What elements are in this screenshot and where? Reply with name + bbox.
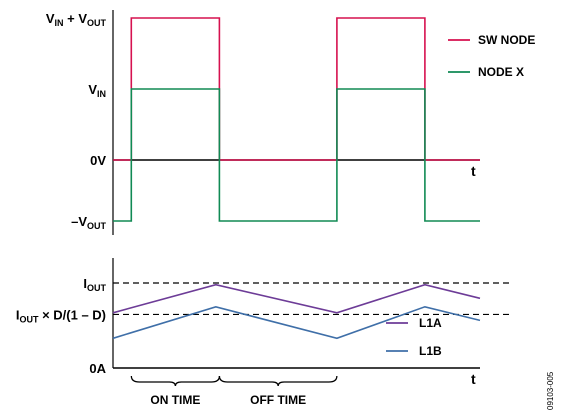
bottom-level-label-iout: IOUT	[83, 276, 106, 293]
on-time-label: ON TIME	[150, 393, 200, 407]
bottom-chart: t IOUT IOUT × D/(1 – D) 0A L1A L1B ON TIME OFF …	[16, 258, 510, 407]
top-series-line-1	[113, 88, 480, 222]
top-level-label-minus_vout: –VOUT	[71, 214, 106, 231]
top-level-label-zero: 0V	[90, 153, 106, 168]
top-x-axis-label: t	[471, 163, 476, 179]
bottom-series-line-0	[112, 283, 481, 314]
legend-label-sw-node: SW NODE	[478, 33, 535, 47]
bottom-x-axis-label: t	[471, 371, 476, 387]
off-time-label: OFF TIME	[250, 393, 306, 407]
legend-label-l1a: L1A	[419, 316, 442, 330]
legend-label-node-x: NODE X	[478, 65, 524, 79]
bottom-level-label-iout_d: IOUT × D/(1 – D)	[16, 307, 106, 324]
top-level-label-vin: VIN	[88, 82, 106, 99]
bottom-series-line-1	[112, 305, 481, 340]
top-level-label-vin_plus_vout: VIN + VOUT	[46, 11, 107, 28]
figure-number: 09103-005	[546, 371, 555, 410]
top-chart: t VIN + VOUT VIN 0V –VOUT SW NODE NODE X	[46, 10, 535, 235]
on-time-brace	[130, 375, 221, 387]
off-time-brace	[218, 375, 338, 387]
bottom-level-label-zero: 0A	[89, 361, 106, 376]
legend-label-l1b: L1B	[419, 344, 442, 358]
